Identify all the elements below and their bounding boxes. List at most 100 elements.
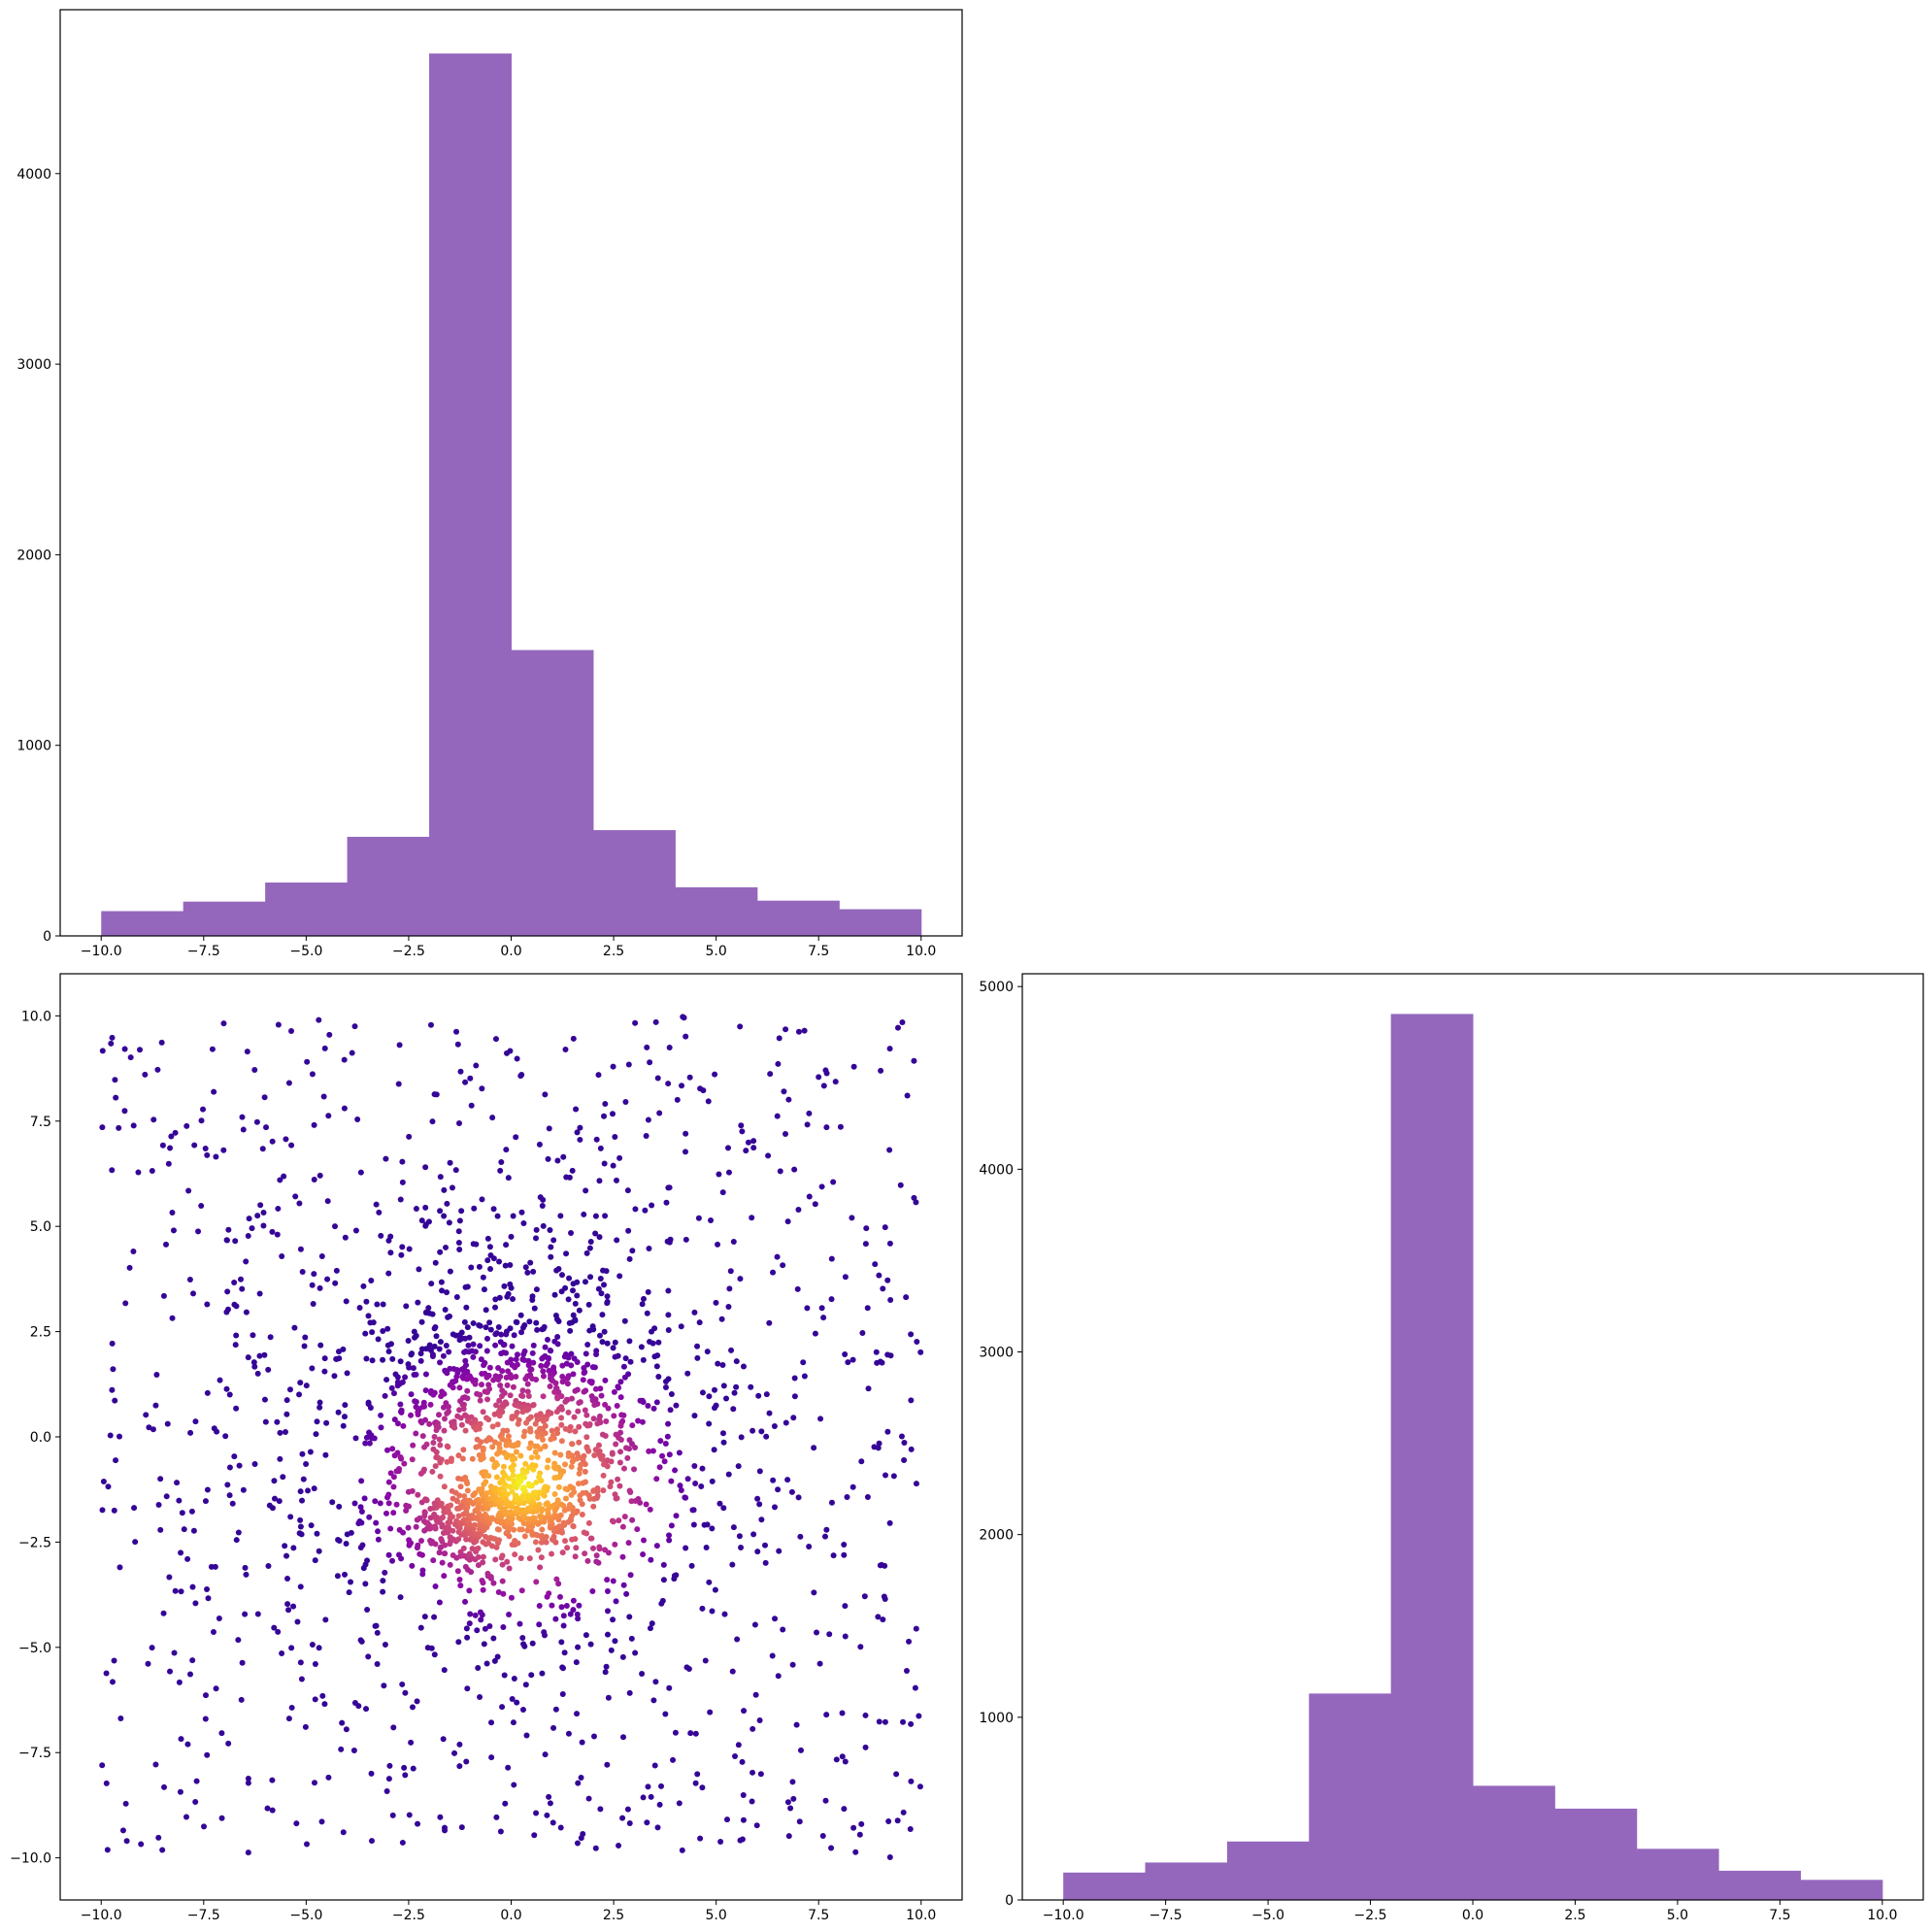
scatter-point [542,1091,549,1098]
x-tick-label: 10.0 [906,944,936,959]
scatter-point [531,1305,538,1312]
scatter-point [389,1446,396,1452]
scatter-point [510,1296,516,1303]
x-tick-label: 7.5 [808,944,829,959]
scatter-point [900,1718,907,1725]
scatter-point [475,1562,482,1569]
scatter-point [695,1215,702,1221]
scatter-point [394,1420,401,1427]
scatter-point [566,1501,573,1508]
scatter-point [916,1783,923,1790]
scatter-point [503,1147,510,1153]
scatter-point [626,1614,633,1620]
scatter-point [587,1641,594,1648]
scatter-point [294,1618,301,1625]
scatter-point [456,1337,463,1344]
scatter-point [595,1285,602,1292]
scatter-point [882,1718,888,1725]
scatter-point [473,1062,480,1069]
scatter-point [456,1217,463,1224]
scatter-point [535,1433,542,1440]
scatter-point [167,1668,174,1675]
scatter-point [484,1570,491,1577]
scatter-point [357,1637,364,1644]
scatter-point [749,1725,756,1732]
scatter-point [117,1715,124,1721]
scatter-point [498,1158,505,1165]
scatter-point [369,1329,376,1336]
scatter-point [645,1783,651,1790]
scatter-point [456,1492,463,1499]
scatter-point [385,1479,392,1485]
scatter-point [522,1376,529,1382]
scatter-point [496,1413,503,1419]
scatter-point [819,1832,826,1839]
scatter-point [916,1713,922,1719]
scatter-point [497,1382,504,1389]
scatter-point [564,1381,571,1387]
scatter-point [301,1343,308,1349]
axes-frame [59,973,963,1901]
scatter-point [691,1413,698,1419]
scatter-point [621,1317,628,1324]
scatter-point [192,1600,199,1607]
scatter-point [739,1128,746,1135]
scatter-point [841,1541,848,1548]
scatter-point [613,1598,619,1605]
scatter-point [492,1296,499,1303]
scatter-point [562,1398,569,1405]
scatter-point [562,1495,569,1502]
scatter-point [422,1164,429,1171]
scatter-point [478,1382,484,1388]
scatter-point [378,1412,384,1418]
scatter-point [505,1433,512,1440]
scatter-point [499,1368,506,1375]
scatter-point [604,1293,611,1300]
scatter-point [511,1676,517,1682]
scatter-point [519,1392,526,1399]
scatter-point [184,1741,191,1748]
scatter-point [555,1581,562,1587]
scatter-point [720,1439,727,1446]
scatter-point [259,1146,266,1152]
scatter-point [519,1706,526,1713]
scatter-point [622,1445,629,1451]
scatter-point [631,1466,638,1473]
scatter-point [456,1384,463,1391]
scatter-point [697,1835,704,1842]
scatter-point [599,1312,606,1318]
scatter-point [570,1522,577,1529]
scatter-point [540,1436,547,1443]
scatter-point [494,1213,501,1219]
scatter-point [158,1039,165,1046]
scatter-point [537,1513,544,1519]
scatter-point [408,1412,415,1418]
x-tick-label: −7.5 [187,1908,220,1923]
scatter-point [530,1342,537,1349]
scatter-point [787,1805,794,1812]
histogram-bar [1309,1693,1392,1900]
scatter-point [450,1331,456,1338]
scatter-point [503,1442,510,1449]
scatter-point [251,1067,258,1074]
scatter-point [666,1532,673,1539]
scatter-point [531,1832,538,1839]
scatter-point [314,1418,320,1425]
scatter-point [880,1285,886,1292]
scatter-point [299,1269,306,1276]
scatter-point [260,1222,267,1229]
scatter-point [260,1209,267,1216]
scatter-point [558,1604,565,1611]
scatter-point [324,1276,331,1282]
scatter-point [577,1465,583,1472]
scatter-point [204,1301,211,1308]
scatter-point [441,1186,448,1193]
scatter-point [490,1635,497,1642]
scatter-point [500,1624,507,1631]
scatter-point [551,1512,558,1518]
scatter-point [521,1357,528,1364]
scatter-point [691,1462,698,1469]
scatter-point [908,1446,915,1452]
scatter-point [548,1244,554,1250]
scatter-point [485,1473,492,1480]
